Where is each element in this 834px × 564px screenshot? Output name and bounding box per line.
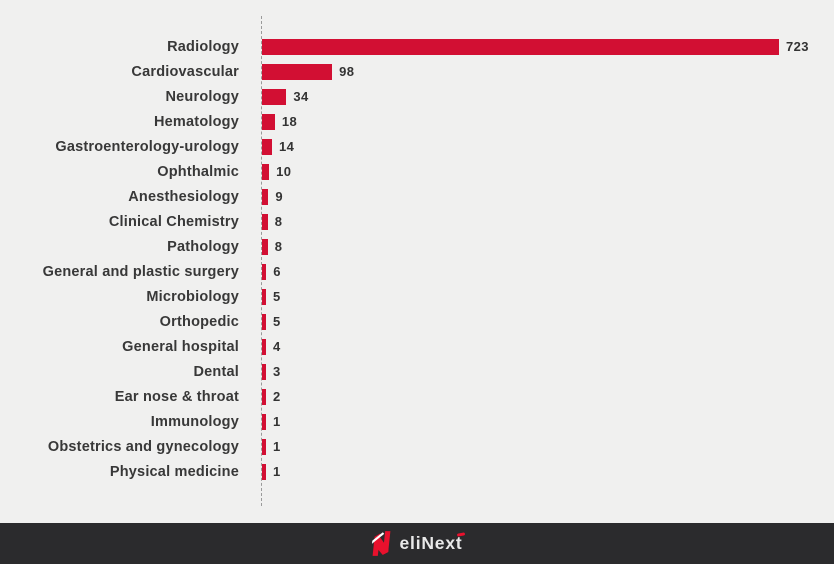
value-label: 6: [273, 264, 281, 279]
bar-area: 5: [250, 313, 834, 330]
bar: [262, 163, 270, 180]
bar: [262, 188, 269, 205]
chart-row: Gastroenterology-urology 14: [0, 134, 834, 159]
chart-row: Ophthalmic 10: [0, 159, 834, 184]
elinext-logo-icon: [370, 531, 390, 556]
value-label: 10: [276, 164, 292, 179]
bar: [262, 138, 272, 155]
value-label: 8: [274, 214, 283, 229]
bar-area: 4: [250, 338, 834, 355]
bar: [262, 463, 266, 480]
bar-area: 723: [250, 38, 834, 55]
bar: [262, 213, 268, 230]
category-label: Obstetrics and gynecology: [47, 438, 239, 455]
value-label: 18: [281, 114, 298, 129]
bar: [262, 88, 287, 105]
category-label: Cardiovascular: [131, 63, 239, 80]
category-label: Pathology: [167, 238, 239, 255]
brand-text: eliNext: [399, 533, 463, 553]
value-label: 5: [273, 314, 281, 329]
value-label: 9: [275, 189, 284, 204]
value-label: 34: [293, 89, 309, 104]
bar-area: 8: [250, 213, 834, 230]
bar: [262, 438, 266, 455]
category-label: Ophthalmic: [157, 163, 239, 180]
category-label: Gastroenterology-urology: [55, 138, 239, 155]
bar: [262, 38, 779, 55]
value-label: 1: [273, 439, 281, 454]
value-label: 8: [274, 239, 283, 254]
category-label: Ear nose & throat: [114, 388, 239, 405]
category-label: Neurology: [165, 88, 239, 105]
chart-row: Radiology 723: [0, 34, 834, 59]
value-label: 723: [786, 39, 809, 54]
bar: [262, 363, 266, 380]
chart-row: General hospital 4: [0, 334, 834, 359]
chart-row: General and plastic surgery 6: [0, 259, 834, 284]
chart-row: Physical medicine 1: [0, 459, 834, 484]
chart-row: Microbiology 5: [0, 284, 834, 309]
bar: [262, 388, 266, 405]
chart-row: Immunology 1: [0, 409, 834, 434]
bar-area: 34: [250, 88, 834, 105]
bar: [262, 113, 275, 130]
chart-rows: Radiology 723 Cardiovascular 98 Neurolog…: [0, 34, 834, 484]
category-label: Microbiology: [146, 288, 239, 305]
value-label: 1: [273, 414, 281, 429]
category-label: Immunology: [150, 413, 239, 430]
category-label: General and plastic surgery: [42, 263, 239, 280]
chart-row: Anesthesiology 9: [0, 184, 834, 209]
bar-area: 98: [250, 63, 834, 80]
brand-wordmark: eliNext: [399, 532, 465, 554]
bar: [262, 288, 266, 305]
value-label: 4: [273, 339, 281, 354]
category-label: Radiology: [167, 38, 239, 55]
category-label: General hospital: [122, 338, 239, 355]
bar: [262, 313, 266, 330]
chart-row: Orthopedic 5: [0, 309, 834, 334]
footer: eliNext: [0, 523, 834, 564]
bar: [262, 63, 333, 80]
chart-row: Ear nose & throat 2: [0, 384, 834, 409]
bar-area: 3: [250, 363, 834, 380]
bar-area: 1: [250, 413, 834, 430]
category-label: Orthopedic: [159, 313, 239, 330]
category-label: Anesthesiology: [128, 188, 239, 205]
bar-area: 18: [250, 113, 834, 130]
bar-area: 1: [250, 463, 834, 480]
category-label: Dental: [193, 363, 239, 380]
chart-row: Hematology 18: [0, 109, 834, 134]
value-label: 3: [273, 364, 281, 379]
category-label: Hematology: [154, 113, 239, 130]
bar-area: 2: [250, 388, 834, 405]
value-label: 98: [339, 64, 355, 79]
chart-row: Obstetrics and gynecology 1: [0, 434, 834, 459]
chart-row: Neurology 34: [0, 84, 834, 109]
value-label: 14: [279, 139, 295, 154]
value-label: 1: [273, 464, 281, 479]
value-label: 5: [273, 289, 281, 304]
value-label: 2: [273, 389, 281, 404]
chart-row: Dental 3: [0, 359, 834, 384]
bar-area: 9: [250, 188, 834, 205]
bar-area: 1: [250, 438, 834, 455]
axis-baseline: [261, 16, 262, 506]
chart-row: Cardiovascular 98: [0, 59, 834, 84]
bar-area: 8: [250, 238, 834, 255]
bar: [262, 413, 266, 430]
bar-chart: Radiology 723 Cardiovascular 98 Neurolog…: [0, 16, 834, 506]
bar-area: 6: [250, 263, 834, 280]
bar: [262, 238, 268, 255]
bar: [262, 263, 267, 280]
brand-t-accent: [456, 532, 465, 537]
chart-row: Pathology 8: [0, 234, 834, 259]
bar-area: 5: [250, 288, 834, 305]
bar-area: 10: [250, 163, 834, 180]
chart-row: Clinical Chemistry 8: [0, 209, 834, 234]
category-label: Clinical Chemistry: [108, 213, 239, 230]
bar: [262, 338, 266, 355]
bar-area: 14: [250, 138, 834, 155]
category-label: Physical medicine: [109, 463, 239, 480]
